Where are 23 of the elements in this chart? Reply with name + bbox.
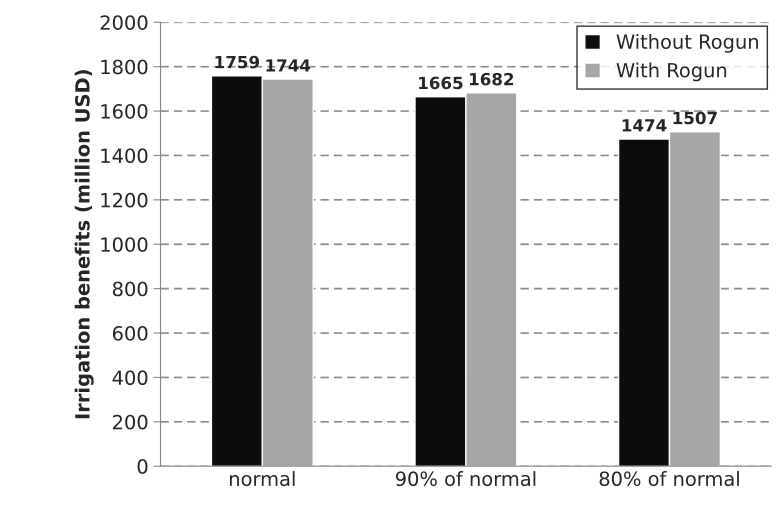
legend-label: Without Rogun — [616, 34, 758, 53]
data-label: 1507 — [674, 112, 717, 124]
data-label: 1759 — [216, 56, 259, 68]
y-tick-label: 1600 — [101, 104, 148, 119]
y-tick-label: 1800 — [101, 60, 148, 74]
data-label: 1744 — [266, 59, 310, 72]
legend-label: With Rogun — [616, 62, 726, 82]
y-tick-label: 1000 — [101, 237, 148, 252]
x-tick-label: 90% of normal — [396, 471, 536, 486]
y-tick-label: 1400 — [101, 148, 148, 164]
y-tick-label: 800 — [112, 282, 148, 296]
x-tick-label: normal — [230, 471, 295, 486]
y-tick-label: 200 — [113, 414, 148, 430]
y-tick-label: 400 — [112, 370, 148, 386]
y-axis-title: Irrigation benefits (million USD) — [74, 70, 94, 418]
y-tick-label: 2000 — [100, 15, 148, 30]
data-label: 1665 — [419, 76, 462, 90]
y-tick-label: 600 — [112, 326, 148, 341]
y-tick-label: 1200 — [101, 192, 148, 208]
data-label: 1474 — [622, 119, 666, 132]
y-tick-label: 0 — [138, 459, 148, 474]
x-tick-label: 80% of normal — [600, 471, 739, 486]
data-label: 1682 — [470, 72, 514, 86]
